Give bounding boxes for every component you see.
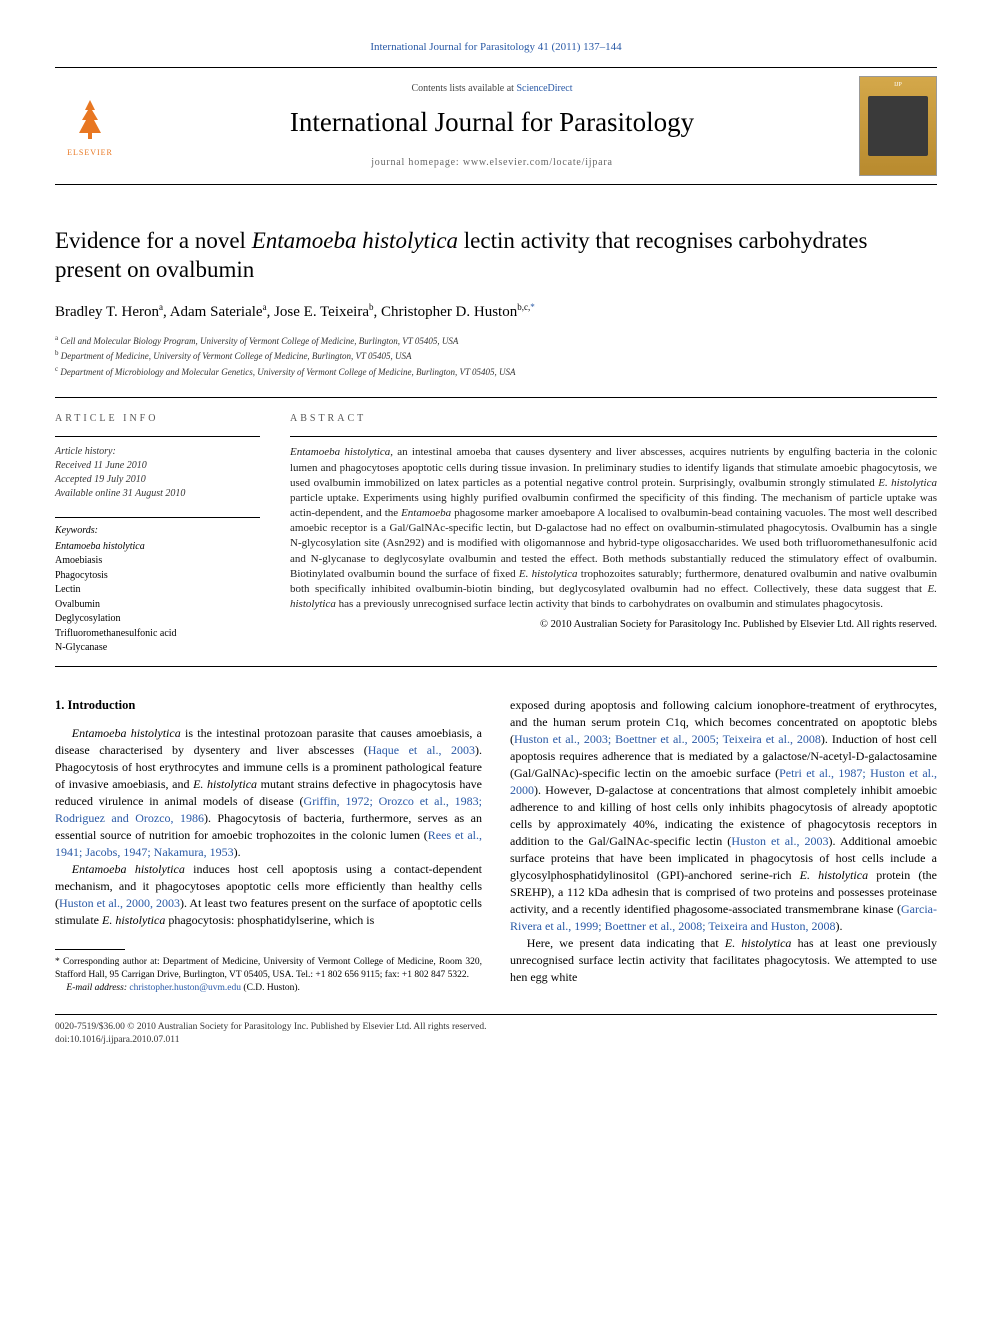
footnotes: * Corresponding author at: Department of…	[55, 956, 482, 994]
corresponding-footnote: * Corresponding author at: Department of…	[55, 956, 482, 982]
right-column: exposed during apoptosis and following c…	[510, 697, 937, 995]
reference-link[interactable]: Haque et al., 2003	[368, 743, 475, 757]
tree-icon	[65, 95, 115, 145]
article-history: Article history: Received 11 June 2010 A…	[55, 445, 260, 501]
footnote-separator	[55, 949, 125, 950]
homepage-link[interactable]: www.elsevier.com/locate/ijpara	[463, 157, 613, 168]
author: Bradley T. Herona	[55, 304, 163, 320]
publisher-name: ELSEVIER	[67, 147, 113, 158]
keyword: Phagocytosis	[55, 569, 260, 584]
body-columns: 1. Introduction Entamoeba histolytica is…	[55, 697, 937, 995]
paragraph: Here, we present data indicating that E.…	[510, 935, 937, 986]
reference-link[interactable]: Petri et al., 1987; Huston et al., 2000	[510, 766, 937, 797]
affiliations: a Cell and Molecular Biology Program, Un…	[55, 333, 937, 380]
keyword: Entamoeba histolytica	[55, 540, 260, 555]
cover-image-placeholder	[868, 96, 928, 156]
author: Jose E. Teixeirab	[274, 304, 373, 320]
reference-link[interactable]: Huston et al., 2003	[731, 834, 828, 848]
page-footer: 0020-7519/$36.00 © 2010 Australian Socie…	[55, 1014, 937, 1046]
email-link[interactable]: christopher.huston@uvm.edu	[129, 983, 241, 993]
abstract-text: Entamoeba histolytica, an intestinal amo…	[290, 445, 937, 612]
cover-title: IJP	[894, 81, 902, 89]
keyword: Amoebiasis	[55, 554, 260, 569]
author: Christopher D. Hustonb,c,*	[381, 304, 535, 320]
keyword: Trifluoromethanesulfonic acid	[55, 627, 260, 642]
journal-homepage: journal homepage: www.elsevier.com/locat…	[137, 156, 847, 170]
publisher-logo: ELSEVIER	[55, 87, 125, 165]
abstract-copyright: © 2010 Australian Society for Parasitolo…	[290, 618, 937, 633]
journal-title: International Journal for Parasitology	[137, 104, 847, 142]
reference-link[interactable]: Griffin, 1972; Orozco et al., 1983; Rodr…	[55, 794, 482, 825]
corresponding-mark: *	[530, 302, 535, 312]
contents-available: Contents lists available at ScienceDirec…	[137, 82, 847, 96]
citation-line: International Journal for Parasitology 4…	[55, 40, 937, 55]
abstract-heading: ABSTRACT	[290, 412, 937, 426]
intro-heading: 1. Introduction	[55, 697, 482, 715]
paragraph: Entamoeba histolytica induces host cell …	[55, 861, 482, 929]
article-info-heading: ARTICLE INFO	[55, 412, 260, 426]
reference-link[interactable]: Huston et al., 2003; Boettner et al., 20…	[514, 732, 821, 746]
keywords-block: Keywords: Entamoeba histolytica Amoebias…	[55, 524, 260, 656]
article-info-sidebar: ARTICLE INFO Article history: Received 1…	[55, 412, 260, 656]
footer-doi: doi:10.1016/j.ijpara.2010.07.011	[55, 1034, 937, 1046]
journal-cover-thumbnail: IJP	[859, 76, 937, 176]
sciencedirect-link[interactable]: ScienceDirect	[516, 83, 572, 94]
paragraph: Entamoeba histolytica is the intestinal …	[55, 725, 482, 861]
masthead-center: Contents lists available at ScienceDirec…	[137, 82, 847, 170]
footer-copyright: 0020-7519/$36.00 © 2010 Australian Socie…	[55, 1021, 937, 1033]
masthead: ELSEVIER Contents lists available at Sci…	[55, 67, 937, 185]
reference-link[interactable]: Garcia-Rivera et al., 1999; Boettner et …	[510, 902, 937, 933]
author: Adam Saterialea	[170, 304, 267, 320]
keyword: Lectin	[55, 583, 260, 598]
author-list: Bradley T. Herona, Adam Saterialea, Jose…	[55, 301, 937, 323]
keyword: Ovalbumin	[55, 598, 260, 613]
citation-link[interactable]: International Journal for Parasitology 4…	[370, 41, 621, 53]
paragraph: exposed during apoptosis and following c…	[510, 697, 937, 935]
reference-link[interactable]: Rees et al., 1941; Jacobs, 1947; Nakamur…	[55, 828, 482, 859]
abstract-block: ABSTRACT Entamoeba histolytica, an intes…	[290, 412, 937, 656]
left-column: 1. Introduction Entamoeba histolytica is…	[55, 697, 482, 995]
section-divider	[55, 666, 937, 667]
keywords-label: Keywords:	[55, 524, 260, 539]
keyword: N-Glycanase	[55, 641, 260, 656]
article-meta-row: ARTICLE INFO Article history: Received 1…	[55, 397, 937, 656]
reference-link[interactable]: Huston et al., 2000, 2003	[59, 896, 180, 910]
keyword: Deglycosylation	[55, 612, 260, 627]
article-title: Evidence for a novel Entamoeba histolyti…	[55, 227, 937, 285]
